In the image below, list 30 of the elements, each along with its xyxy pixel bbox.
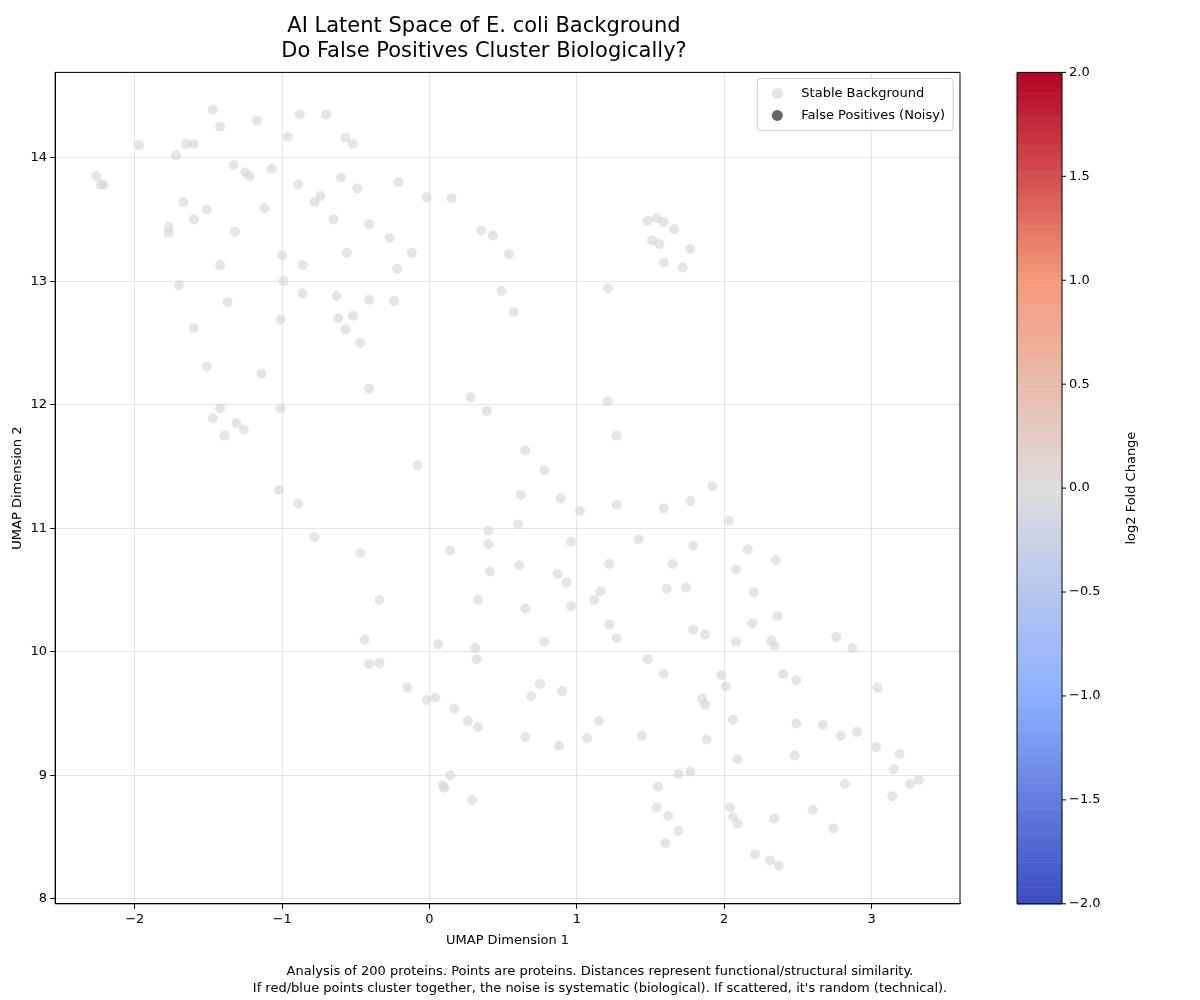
y-tick-label: 12 (30, 396, 48, 412)
color-bar-label: 1.0 (1069, 271, 1090, 287)
color-bar-label: 2.0 (1069, 63, 1090, 79)
y-tick-label: 11 (30, 519, 48, 535)
x-tick-label: 2 (720, 910, 729, 926)
color-bar-label: −1.5 (1069, 791, 1101, 807)
y-tick-label: 14 (30, 149, 48, 165)
color-bar-label: −0.5 (1069, 583, 1101, 599)
x-tick-label: 3 (867, 910, 876, 926)
y-tick-label: 8 (38, 890, 48, 906)
x-tick-label: −1 (272, 910, 292, 926)
y-tick-label: 9 (38, 766, 48, 782)
y-tick-label: 10 (30, 643, 48, 659)
x-tick-label: 1 (572, 910, 581, 926)
chart-title: AI Latent Space of E. coli Background Do False Positives Cluster Biologically? (281, 13, 687, 63)
legend-label: Stable Background (801, 84, 925, 100)
legend-label: False Positives (Noisy) (801, 106, 945, 122)
text: If red/blue points cluster together, the noise is systematic (biological). If scattered, it's random (technical). (252, 980, 948, 995)
color-bar-label: 0.0 (1069, 479, 1090, 495)
x-axis-title: UMAP Dimension 1 (446, 931, 570, 947)
color-bar-label: −2.0 (1069, 895, 1101, 911)
color-bar-label: 0.5 (1069, 375, 1090, 391)
color-bar-title: log2 Fold Change (1123, 431, 1139, 545)
color-bar-label: −1.0 (1069, 687, 1101, 703)
y-tick-label: 13 (30, 272, 48, 288)
color-bar-label: 1.5 (1069, 167, 1090, 183)
x-tick-label: −2 (125, 910, 145, 926)
text: Analysis of 200 proteins. Points are proteins. Distances represent functional/structural similarity. (286, 963, 914, 978)
x-tick-label: 0 (425, 910, 434, 926)
y-axis-title: UMAP Dimension 2 (9, 426, 25, 550)
